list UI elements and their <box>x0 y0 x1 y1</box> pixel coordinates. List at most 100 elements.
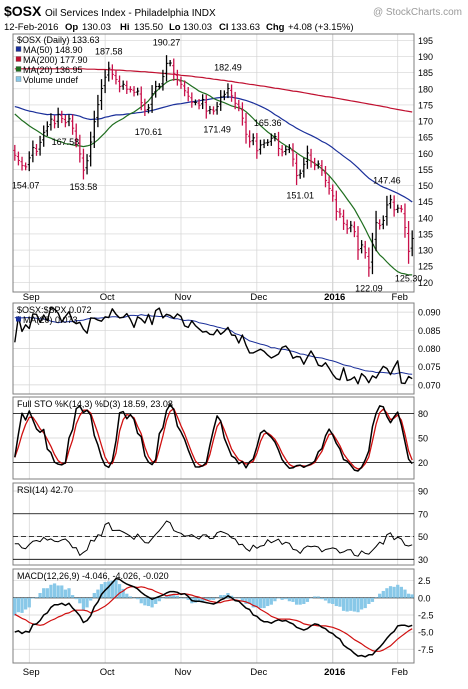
price-bar <box>60 110 64 124</box>
open-label: Op <box>65 22 78 33</box>
x-tick-label-top: Feb <box>392 292 408 303</box>
macd-histogram-bar <box>233 597 237 599</box>
price-bar <box>74 123 78 148</box>
macd-histogram-bar <box>378 593 382 598</box>
macd-histogram-bar <box>24 597 28 610</box>
y-tick-label: -7.5 <box>418 645 434 655</box>
macd-histogram-bar <box>193 597 198 603</box>
y-tick-label: 80 <box>418 409 428 419</box>
macd-histogram-bar <box>392 586 396 598</box>
sto-panel: 20 50 80 Full STO %K(14,3) %D(3) 18.59, 23.… <box>12 396 428 480</box>
macd-histogram-bar <box>67 588 71 598</box>
macd-histogram-bar <box>34 597 39 598</box>
legend-ma50-swatch <box>15 46 22 52</box>
macd-histogram-bar <box>38 593 42 598</box>
panel-frame <box>12 33 415 293</box>
macd-histogram-bar <box>31 597 35 599</box>
price-bar <box>240 102 245 126</box>
price-bar <box>20 156 24 171</box>
y-tick-label: -5.0 <box>418 628 434 638</box>
macd-histogram-bar <box>313 596 317 598</box>
y-tick-label: 0.070 <box>418 380 441 390</box>
legend-ratio-ma-swatch <box>16 316 21 322</box>
macd-histogram-bar <box>294 597 299 605</box>
price-bar <box>331 184 335 202</box>
macd-histogram-bar <box>222 595 226 598</box>
price-bar <box>161 69 165 91</box>
macd-histogram-bar <box>320 597 324 600</box>
y-tick-label: 20 <box>418 458 428 468</box>
price-bar <box>38 135 42 156</box>
price-annotation: 125.30 <box>395 273 423 283</box>
macd-panel: -7.5 -5.0 -2.5 0.0 2.5 MACD(12,26,9) -4.046, … <box>12 568 434 664</box>
price-bar <box>273 133 277 142</box>
price-bar <box>248 130 252 148</box>
price-bar <box>89 131 93 167</box>
price-bar <box>92 110 96 148</box>
y-tick-label: 130 <box>418 246 433 256</box>
quote-line: 12-Feb-2016 Op 130.03 Hi 135.50 Lo 130.0… <box>4 22 354 33</box>
open-value: 130.03 <box>82 22 111 33</box>
x-tick-label-bottom: Dec <box>250 667 267 678</box>
macd-histogram-bar <box>237 597 241 599</box>
price-bar <box>262 139 266 149</box>
y-tick-label: 0.090 <box>418 308 441 318</box>
panel-frame <box>12 568 415 664</box>
legend-ma50: MA(50) 148.90 <box>23 45 83 55</box>
price-bar <box>385 195 389 226</box>
macd-histogram-bar <box>78 597 82 604</box>
legend-sto: Full STO %K(14,3) %D(3) 18.59, 23.08 <box>17 399 173 409</box>
y-tick-label: 155 <box>418 165 433 175</box>
y-tick-label: 140 <box>418 213 433 223</box>
macd-histogram-bar <box>215 597 219 599</box>
price-bar <box>121 80 125 90</box>
macd-histogram-bar <box>280 597 284 600</box>
y-tick-label: -2.5 <box>418 610 434 620</box>
macd-histogram-bar <box>287 597 291 602</box>
price-bar <box>34 144 39 156</box>
price-annotation: 151.01 <box>286 190 314 200</box>
macd-histogram-bar <box>385 588 389 598</box>
price-bar <box>78 134 82 163</box>
macd-histogram-bar <box>85 597 89 608</box>
macd-histogram-bar <box>316 596 320 598</box>
macd-histogram-bar <box>406 593 411 598</box>
price-bar <box>229 84 234 102</box>
low-label: Lo <box>169 22 181 33</box>
x-tick-label-top: Oct <box>100 292 115 303</box>
rsi-panel: 30 50 70 90 RSI(14) 42.70 <box>12 482 428 566</box>
macd-histogram-bar <box>45 588 49 598</box>
macd-histogram-bar <box>16 597 21 613</box>
price-bar <box>31 140 35 163</box>
ma20-line <box>14 78 413 276</box>
change-value: +4.08 (+3.15%) <box>288 22 354 33</box>
price-bar <box>107 61 111 82</box>
y-tick-label: 170 <box>418 117 433 127</box>
price-bar <box>399 205 403 213</box>
price-bar <box>370 232 375 275</box>
macd-histogram-bar <box>323 597 328 601</box>
macd-histogram-bar <box>179 597 183 599</box>
price-bar <box>157 83 161 90</box>
y-tick-label: 120 <box>418 278 433 288</box>
price-annotation: 170.61 <box>135 127 163 137</box>
price-bar <box>71 114 75 135</box>
macd-histogram-bar <box>110 580 114 598</box>
macd-signal-line <box>14 586 413 652</box>
price-annotation: 147.46 <box>373 176 401 186</box>
macd-histogram-bar <box>117 584 122 598</box>
macd-histogram-bar <box>338 597 342 607</box>
price-bar <box>251 133 255 146</box>
price-bar <box>305 145 310 169</box>
close-label: Cl <box>219 22 229 33</box>
price-bar <box>378 219 382 230</box>
y-tick-label: 2.5 <box>418 576 431 586</box>
ma200-line <box>14 68 413 113</box>
index-name: Oil Services Index - Philadelphia INDX <box>45 8 216 19</box>
y-tick-label: 150 <box>418 181 433 191</box>
price-bar <box>360 240 364 254</box>
macd-histogram-bar <box>204 597 208 601</box>
macd-histogram-bar <box>410 594 414 598</box>
y-tick-label: 0.075 <box>418 362 441 372</box>
price-bar <box>320 160 324 176</box>
